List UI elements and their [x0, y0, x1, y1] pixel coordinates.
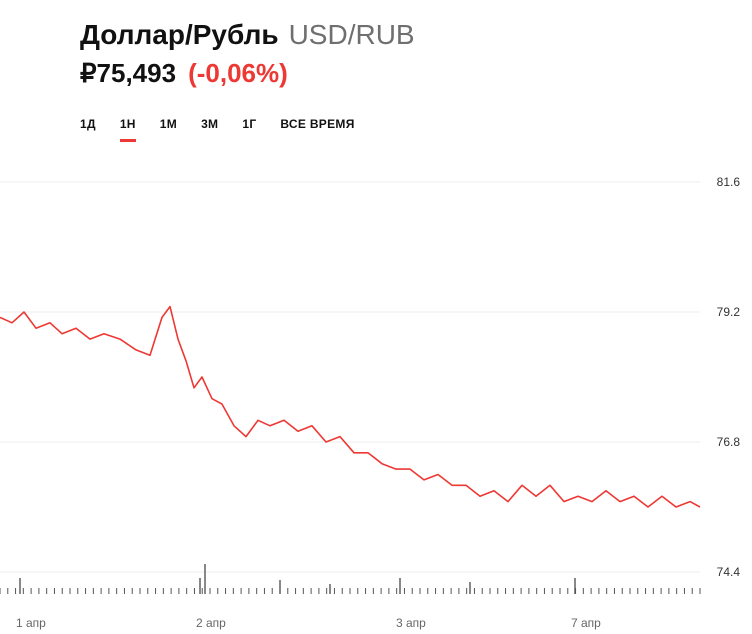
- timeframe-tab[interactable]: 1Д: [80, 117, 96, 142]
- timeframe-tab[interactable]: 1Г: [242, 117, 256, 142]
- price-change: (-0,06%): [188, 58, 288, 89]
- y-tick-label: 79.2: [717, 305, 740, 319]
- x-tick-label: 3 апр: [396, 616, 426, 630]
- price-chart: 74.476.879.281.6 1 апр2 апр3 апр7 апр: [0, 142, 752, 622]
- chart-svg: [0, 142, 752, 622]
- timeframe-tab[interactable]: 3М: [201, 117, 218, 142]
- timeframe-tab[interactable]: ВСЕ ВРЕМЯ: [280, 117, 354, 142]
- x-tick-label: 7 апр: [571, 616, 601, 630]
- x-tick-label: 2 апр: [196, 616, 226, 630]
- timeframe-tabs: 1Д 1Н 1М 3М 1Г ВСЕ ВРЕМЯ: [0, 117, 752, 142]
- y-tick-label: 81.6: [717, 175, 740, 189]
- instrument-ticker: USD/RUB: [289, 18, 415, 52]
- y-tick-label: 76.8: [717, 435, 740, 449]
- timeframe-tab[interactable]: 1Н: [120, 117, 136, 142]
- chart-header: Доллар/Рубль USD/RUB ₽75,493 (-0,06%): [0, 18, 752, 89]
- timeframe-tab[interactable]: 1М: [160, 117, 177, 142]
- instrument-name: Доллар/Рубль: [80, 18, 279, 52]
- y-tick-label: 74.4: [717, 565, 740, 579]
- current-price: ₽75,493: [80, 58, 176, 89]
- x-tick-label: 1 апр: [16, 616, 46, 630]
